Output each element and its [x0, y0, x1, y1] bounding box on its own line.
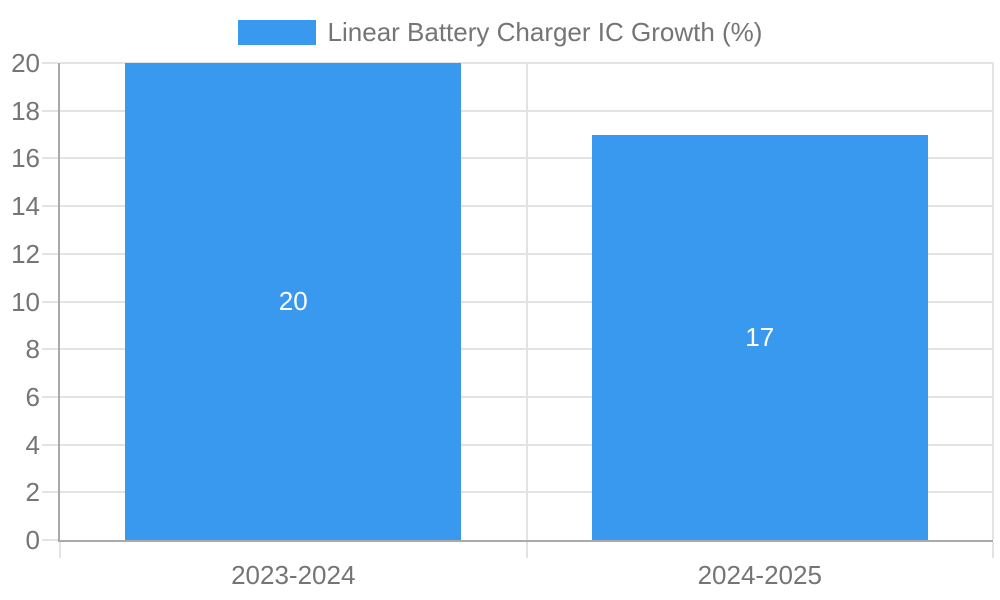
x-axis-category-label: 2024-2025: [697, 560, 822, 590]
y-axis-tick-label: 12: [11, 238, 40, 269]
plot-area: 0 2 4 6 8 10 12 14 16 18 20 20 2023-2024 17 2024-2025: [11, 50, 994, 588]
x-axis-category-label: 2023-2024: [231, 560, 356, 590]
gridline-vertical: [525, 63, 528, 540]
x-axis-tick: [59, 542, 61, 558]
legend-swatch: [237, 19, 316, 45]
y-axis-tick: [42, 395, 58, 398]
y-axis-tick: [42, 205, 58, 208]
legend-label: Linear Battery Charger IC Growth (%): [327, 17, 763, 47]
y-axis-tick: [42, 443, 58, 446]
bar[interactable]: 20: [125, 63, 462, 540]
bar-value-label: 17: [745, 321, 775, 352]
y-axis-tick-label: 10: [11, 286, 40, 317]
x-axis-tick: [525, 542, 528, 558]
y-axis-tick: [42, 539, 58, 541]
y-axis-tick: [42, 109, 58, 112]
y-axis-tick: [42, 157, 58, 160]
bar-value-label: 20: [278, 286, 308, 316]
y-axis-tick: [42, 491, 58, 494]
y-axis-tick-label: 8: [25, 334, 40, 365]
y-axis-tick-label: 16: [11, 143, 40, 174]
y-axis-tick-label: 4: [25, 429, 40, 460]
x-axis-tick: [992, 542, 994, 558]
y-axis-tick-label: 18: [11, 95, 40, 126]
y-axis-tick-label: 0: [25, 525, 40, 555]
y-axis-tick-label: 6: [25, 381, 40, 412]
y-axis-tick: [42, 300, 58, 303]
y-axis-tick-label: 14: [11, 191, 40, 222]
y-axis-tick-label: 2: [25, 477, 40, 508]
y-axis-tick-label: 20: [11, 48, 40, 78]
gridline-vertical: [992, 63, 994, 540]
chart-legend-item[interactable]: Linear Battery Charger IC Growth (%): [0, 17, 1000, 47]
y-axis-tick: [42, 348, 58, 351]
y-axis-tick: [42, 252, 58, 255]
bar[interactable]: 17: [591, 134, 928, 540]
y-axis-tick: [42, 62, 58, 64]
